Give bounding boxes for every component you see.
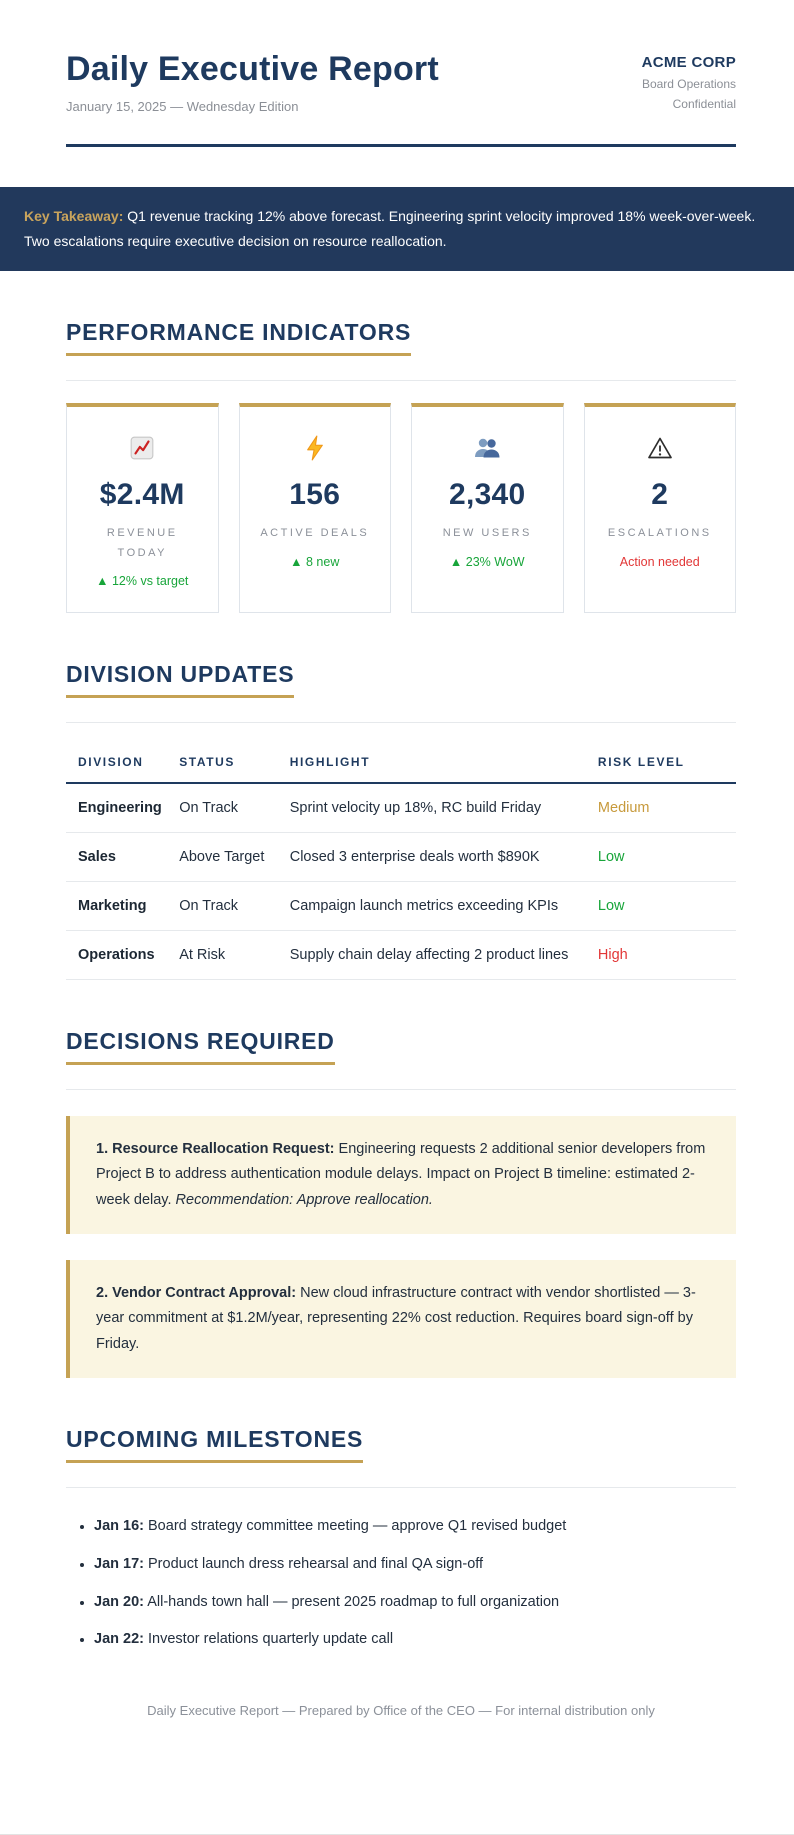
cell-risk: Low — [591, 832, 736, 882]
column-header-highlight: HIGHLIGHT — [283, 742, 592, 784]
report-footer: Daily Executive Report — Prepared by Off… — [147, 1703, 655, 1719]
kpi-delta: ▲ 23% WoW — [449, 554, 525, 569]
decision-recommendation: Recommendation: Approve reallocation. — [175, 1191, 433, 1208]
table-row: Operations At Risk Supply chain delay af… — [66, 930, 736, 980]
header-divider — [66, 144, 736, 147]
list-item: Jan 16: Board strategy committee meeting… — [94, 1516, 736, 1538]
cell-highlight: Sprint velocity up 18%, RC build Friday — [283, 782, 592, 833]
header-left: Daily Executive Report January 15, 2025 … — [66, 50, 439, 114]
key-takeaway-banner: Key Takeaway: Q1 revenue tracking 12% ab… — [0, 187, 794, 272]
milestone-date: Jan 17: — [94, 1555, 144, 1572]
column-header-risk: RISK LEVEL — [591, 742, 736, 784]
org-department: Board Operations — [641, 77, 736, 91]
decision-text: Engineering requests 2 additional senior… — [96, 1140, 706, 1208]
key-takeaway-text: Q1 revenue tracking 12% above forecast. … — [24, 208, 756, 250]
kpi-grid: $2.4M REVENUE TODAY ▲ 12% vs target 156 … — [66, 403, 736, 613]
kpi-value: 2 — [651, 478, 669, 512]
key-takeaway-label: Key Takeaway: — [24, 208, 124, 224]
performance-indicators-section: PERFORMANCE INDICATORS $2.4M REVENUE TOD… — [66, 319, 736, 613]
kpi-value: $2.4M — [99, 478, 185, 512]
cell-division: Marketing — [66, 881, 174, 931]
report-date: January 15, 2025 — Wednesday Edition — [66, 99, 299, 114]
trend-up-icon — [75, 434, 210, 462]
report-body: PERFORMANCE INDICATORS $2.4M REVENUE TOD… — [0, 319, 794, 1834]
page-title: Daily Executive Report — [66, 50, 439, 88]
cell-risk: Medium — [591, 782, 736, 833]
kpi-value: 2,340 — [448, 478, 526, 512]
kpi-label: NEW USERS — [442, 527, 532, 540]
section-divider — [66, 1487, 736, 1489]
cell-status: On Track — [173, 782, 284, 833]
kpi-delta: ▲ 8 new — [290, 554, 340, 569]
section-title-performance: PERFORMANCE INDICATORS — [66, 319, 412, 357]
kpi-label: ESCALATIONS — [607, 527, 712, 540]
cell-highlight: Campaign launch metrics exceeding KPIs — [283, 881, 592, 931]
milestone-list: Jan 16: Board strategy committee meeting… — [66, 1516, 736, 1651]
kpi-card-escalations: 2 ESCALATIONS Action needed — [583, 403, 736, 613]
section-title-decisions: DECISIONS REQUIRED — [66, 1028, 335, 1065]
cell-division: Sales — [66, 832, 174, 882]
division-table: DIVISION STATUS HIGHLIGHT RISK LEVEL Eng… — [66, 742, 736, 980]
decision-item-2: 2. Vendor Contract Approval: New cloud i… — [66, 1260, 736, 1379]
milestone-text: Investor relations quarterly update call — [148, 1631, 394, 1648]
cell-division: Engineering — [66, 782, 174, 833]
milestone-date: Jan 22: — [94, 1631, 144, 1648]
cell-division: Operations — [66, 930, 174, 980]
warning-icon — [593, 434, 728, 462]
kpi-card-revenue: $2.4M REVENUE TODAY ▲ 12% vs target — [66, 403, 219, 613]
milestone-text: All-hands town hall — present 2025 roadm… — [147, 1593, 560, 1610]
kpi-label: REVENUE TODAY — [106, 527, 178, 559]
list-item: Jan 22: Investor relations quarterly upd… — [94, 1629, 736, 1651]
column-header-division: DIVISION — [66, 742, 174, 784]
kpi-label: ACTIVE DEALS — [260, 527, 370, 540]
table-row: Engineering On Track Sprint velocity up … — [66, 782, 736, 833]
column-header-status: STATUS — [173, 742, 284, 784]
cell-highlight: Closed 3 enterprise deals worth $890K — [283, 832, 592, 882]
confidential-label: Confidential — [672, 97, 736, 111]
section-title-milestones: UPCOMING MILESTONES — [66, 1426, 364, 1464]
section-divider — [66, 1088, 736, 1090]
kpi-value: 156 — [289, 478, 341, 512]
decision-text: New cloud infrastructure contract with v… — [96, 1285, 696, 1352]
table-row: Marketing On Track Campaign launch metri… — [66, 881, 736, 931]
decisions-required-section: DECISIONS REQUIRED 1. Resource Reallocat… — [66, 1028, 736, 1379]
cell-status: At Risk — [173, 930, 284, 980]
org-block: ACME CORP Board Operations Confidential — [642, 50, 736, 111]
cell-risk: High — [591, 930, 736, 980]
section-title-divisions: DIVISION UPDATES — [66, 661, 295, 698]
lightning-icon — [248, 434, 383, 462]
decision-label: 1. Resource Reallocation Request: — [96, 1140, 335, 1157]
list-item: Jan 17: Product launch dress rehearsal a… — [94, 1554, 736, 1576]
milestone-date: Jan 20: — [94, 1593, 144, 1610]
decision-label: 2. Vendor Contract Approval: — [96, 1285, 297, 1301]
section-divider — [66, 721, 736, 723]
kpi-delta: ▲ 12% vs target — [96, 573, 189, 588]
users-icon — [420, 434, 555, 462]
kpi-card-new-users: 2,340 NEW USERS ▲ 23% WoW — [411, 403, 564, 613]
division-updates-section: DIVISION UPDATES DIVISION STATUS HIGHLIG… — [66, 661, 736, 980]
cell-highlight: Supply chain delay affecting 2 product l… — [283, 930, 592, 980]
decision-item-1: 1. Resource Reallocation Request: Engine… — [66, 1115, 736, 1234]
section-divider — [66, 380, 736, 382]
org-name: ACME CORP — [641, 54, 736, 71]
report-page: Daily Executive Report January 15, 2025 … — [0, 0, 794, 147]
bottom-spacer — [66, 1718, 736, 1834]
kpi-card-active-deals: 156 ACTIVE DEALS ▲ 8 new — [238, 403, 391, 613]
cell-risk: Low — [591, 881, 736, 931]
table-row: Sales Above Target Closed 3 enterprise d… — [66, 832, 736, 882]
milestone-text: Board strategy committee meeting — appro… — [148, 1518, 567, 1535]
cell-status: On Track — [173, 881, 284, 931]
milestone-date: Jan 16: — [94, 1518, 144, 1535]
table-header-row: DIVISION STATUS HIGHLIGHT RISK LEVEL — [66, 742, 736, 784]
cell-status: Above Target — [173, 832, 284, 882]
report-header: Daily Executive Report January 15, 2025 … — [66, 0, 736, 114]
kpi-delta: Action needed — [619, 554, 700, 569]
milestone-text: Product launch dress rehearsal and final… — [148, 1555, 484, 1572]
list-item: Jan 20: All-hands town hall — present 20… — [94, 1592, 736, 1614]
upcoming-milestones-section: UPCOMING MILESTONES Jan 16: Board strate… — [66, 1426, 736, 1651]
